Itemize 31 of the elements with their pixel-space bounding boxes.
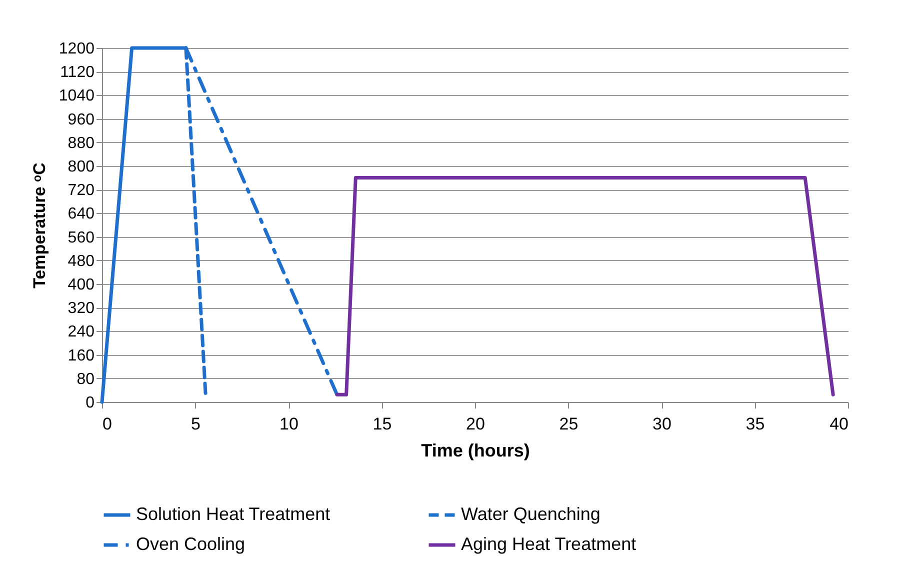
y-tick-label: 560 xyxy=(68,229,95,246)
y-tick-label: 160 xyxy=(68,347,95,364)
x-tick-label: 5 xyxy=(191,414,200,434)
x-tick-label: 20 xyxy=(466,414,485,434)
y-tick-label: 1040 xyxy=(58,88,95,105)
x-tick-label: 30 xyxy=(652,414,672,434)
y-tick-label: 640 xyxy=(68,206,95,223)
y-tick-label: 480 xyxy=(68,252,95,270)
y-tick-label: 0 xyxy=(86,394,95,412)
x-tick-label: 25 xyxy=(559,414,578,434)
x-tick-label: 35 xyxy=(746,414,765,434)
y-tick-label: 320 xyxy=(68,300,95,318)
x-tick-label: 10 xyxy=(280,414,298,434)
y-tick-label: 240 xyxy=(68,324,95,341)
x-tick-label: 40 xyxy=(830,414,848,434)
legend-label: Aging Heat Treatment xyxy=(461,534,636,554)
legend-label: Oven Cooling xyxy=(136,534,246,554)
legend-label: Solution Heat Treatment xyxy=(136,504,330,524)
y-tick-label: 1120 xyxy=(60,64,95,82)
x-tick-label: 15 xyxy=(372,414,392,434)
y-tick-label: 720 xyxy=(68,182,95,200)
y-tick-label: 880 xyxy=(68,134,95,152)
y-tick-label: 400 xyxy=(68,276,95,294)
y-tick-label: 1200 xyxy=(58,40,95,58)
x-tick-label: 0 xyxy=(102,414,112,434)
x-axis-title: Time (hours) xyxy=(421,440,530,460)
y-axis-title: Temperature ᵒC xyxy=(30,162,49,288)
legend-label: Water Quenching xyxy=(461,504,600,524)
y-tick-label: 80 xyxy=(76,370,95,388)
y-tick-label: 960 xyxy=(68,111,95,128)
y-tick-label: 800 xyxy=(68,158,95,176)
